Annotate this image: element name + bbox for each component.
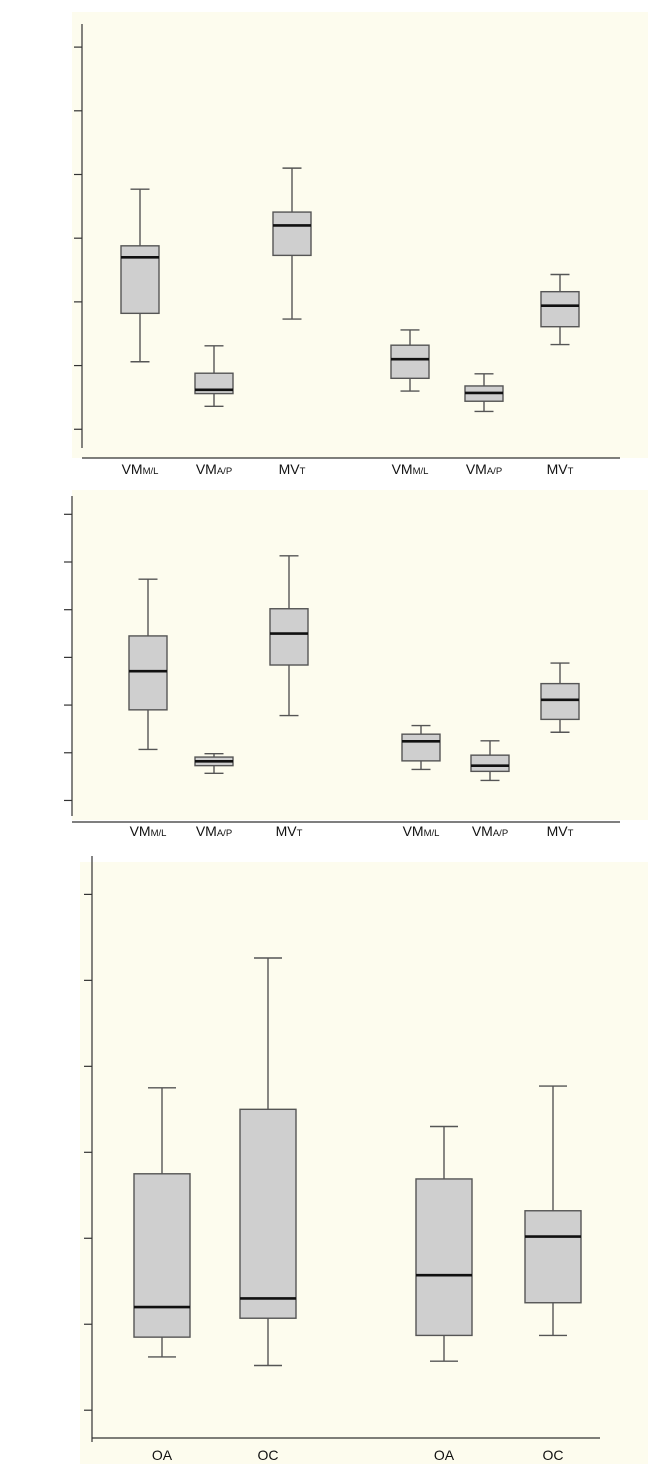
plot-area [72, 12, 648, 458]
x-category-subscript: A/P [217, 466, 232, 477]
x-category-label: MVT [547, 461, 574, 477]
iqr-box [128, 635, 168, 711]
panel-a: VMM/L VMA/P MVT VMM/L VMA/P MVT [72, 12, 648, 477]
box-plot [194, 345, 234, 408]
x-category-label: VMM/L [403, 823, 440, 839]
x-category-label: VMA/P [196, 461, 232, 477]
panel-b: VMM/L VMA/P MVT VMM/L VMA/P MVT [64, 490, 648, 839]
x-category-subscript: A/P [217, 828, 232, 839]
box-plot [524, 1085, 582, 1337]
x-category-subscript: M/L [413, 466, 429, 477]
x-category-subscript: T [568, 466, 574, 477]
box-plot [239, 957, 297, 1367]
x-category-label: VMM/L [122, 461, 159, 477]
box-plot [401, 724, 441, 771]
iqr-box [133, 1173, 191, 1338]
x-category-main: OC [258, 1447, 279, 1463]
box-plot [272, 167, 312, 320]
iqr-box [401, 733, 441, 762]
iqr-box [269, 608, 309, 666]
x-category-label: VMA/P [196, 823, 232, 839]
box-plot [470, 740, 510, 782]
x-category-main: MV [279, 461, 301, 477]
x-category-label: OA [434, 1447, 455, 1463]
x-category-label: VMM/L [392, 461, 429, 477]
box-plot [120, 188, 160, 363]
x-category-subscript: M/L [424, 828, 440, 839]
x-category-main: VM [130, 823, 151, 839]
x-category-main: VM [196, 823, 217, 839]
x-category-label: MVT [547, 823, 574, 839]
iqr-box [470, 754, 510, 773]
x-category-subscript: A/P [487, 466, 502, 477]
x-category-main: VM [392, 461, 413, 477]
box-plot [133, 1087, 191, 1358]
iqr-box [390, 344, 430, 380]
x-category-main: VM [472, 823, 493, 839]
x-category-subscript: M/L [143, 466, 159, 477]
x-category-subscript: T [300, 466, 306, 477]
iqr-box [540, 290, 580, 328]
iqr-box [540, 682, 580, 721]
x-category-main: VM [122, 461, 143, 477]
x-category-main: OC [543, 1447, 564, 1463]
x-category-label: OC [543, 1447, 564, 1463]
x-category-label: OC [258, 1447, 279, 1463]
x-category-main: MV [276, 823, 298, 839]
box-plot [128, 578, 168, 751]
x-category-main: MV [547, 823, 569, 839]
plot-area [80, 862, 648, 1464]
x-category-main: OA [434, 1447, 455, 1463]
box-plot [540, 273, 580, 346]
x-category-label: VMA/P [466, 461, 502, 477]
box-plot [390, 329, 430, 392]
iqr-box [415, 1178, 473, 1337]
iqr-box [272, 211, 312, 257]
x-category-label: MVT [276, 823, 303, 839]
panel-c: OA OC OA OC [80, 856, 648, 1464]
x-category-subscript: T [297, 828, 303, 839]
x-category-main: VM [403, 823, 424, 839]
iqr-box [239, 1108, 297, 1319]
x-category-main: VM [466, 461, 487, 477]
x-category-label: VMM/L [130, 823, 167, 839]
box-plot [269, 555, 309, 717]
x-category-main: OA [152, 1447, 173, 1463]
iqr-box [120, 245, 160, 315]
box-plot [194, 753, 234, 774]
x-category-label: OA [152, 1447, 173, 1463]
box-plot [540, 662, 580, 733]
x-category-subscript: M/L [151, 828, 167, 839]
x-category-label: MVT [279, 461, 306, 477]
box-plot [415, 1125, 473, 1362]
x-category-subscript: A/P [493, 828, 508, 839]
plot-area [72, 490, 648, 820]
x-category-subscript: T [568, 828, 574, 839]
box-plot [464, 373, 504, 413]
x-category-main: VM [196, 461, 217, 477]
x-category-label: VMA/P [472, 823, 508, 839]
iqr-box [524, 1210, 582, 1304]
x-category-main: MV [547, 461, 569, 477]
